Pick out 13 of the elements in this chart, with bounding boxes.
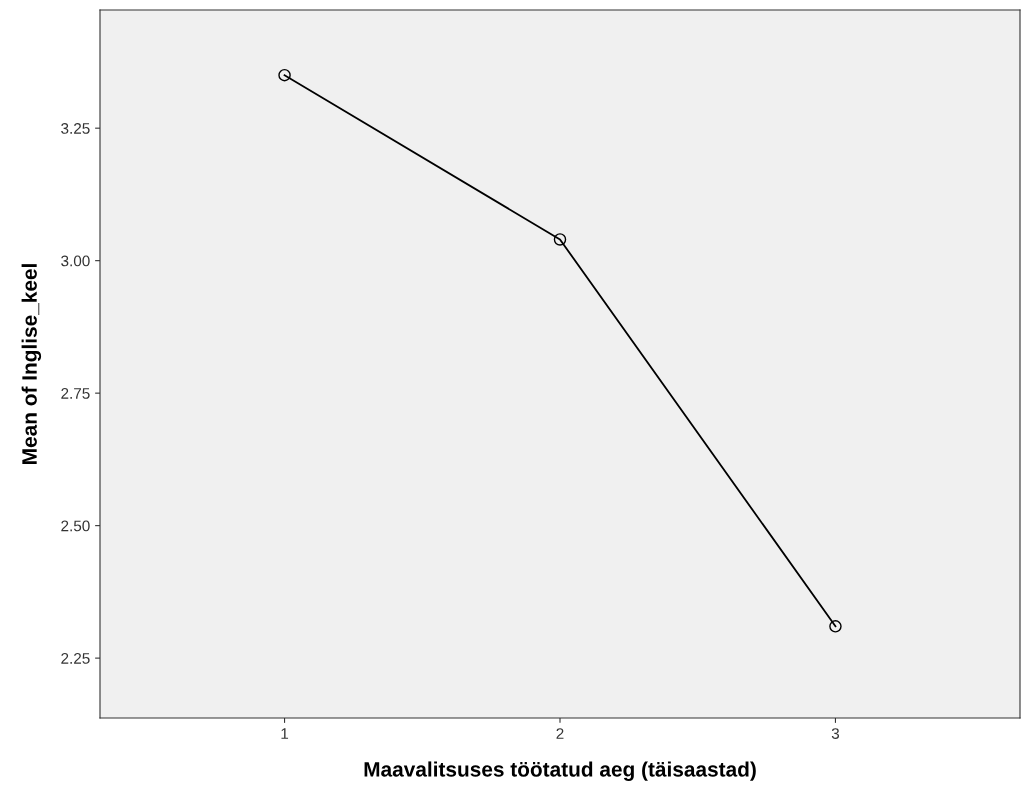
x-axis-title: Maavalitsuses töötatud aeg (täisaastad) bbox=[364, 761, 756, 781]
y-axis-title: Mean of Inglise_keel bbox=[21, 264, 42, 464]
y-tick-label: 2.75 bbox=[61, 388, 90, 399]
x-tick-label: 3 bbox=[831, 728, 840, 739]
y-tick-label: 2.25 bbox=[61, 652, 90, 664]
y-tick-label: 3.25 bbox=[61, 123, 90, 134]
y-tick-label: 3.00 bbox=[61, 255, 90, 267]
x-tick-label: 2 bbox=[556, 728, 564, 739]
x-tick-label: 1 bbox=[281, 728, 289, 739]
point bbox=[278, 68, 291, 82]
y-tick-label: 2.50 bbox=[61, 520, 90, 532]
point bbox=[553, 233, 567, 246]
point bbox=[829, 620, 842, 633]
